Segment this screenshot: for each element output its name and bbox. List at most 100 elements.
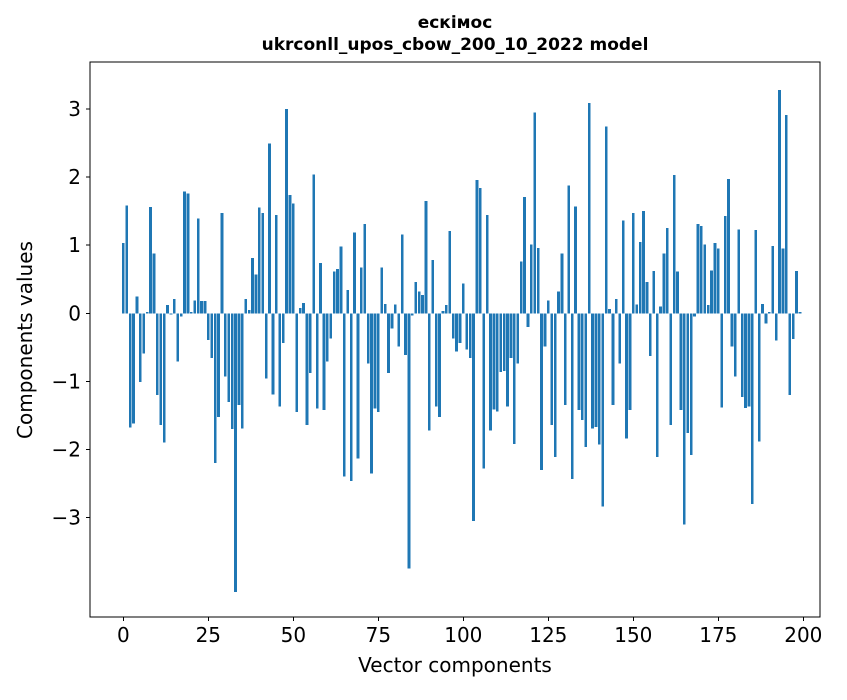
bar (203, 301, 207, 314)
bar (213, 313, 217, 464)
bar (747, 313, 751, 407)
bar (669, 313, 673, 425)
bar (608, 309, 611, 314)
bar (288, 194, 292, 314)
bar (281, 313, 285, 344)
bar (784, 115, 788, 314)
bar (652, 271, 656, 314)
bar (597, 313, 601, 445)
bar (591, 313, 594, 429)
bar (315, 313, 319, 409)
bar (740, 313, 744, 398)
bar (278, 313, 282, 407)
bar (387, 313, 390, 374)
bar (414, 281, 418, 314)
bar (584, 313, 588, 447)
bar (550, 313, 554, 425)
bar (193, 300, 197, 314)
bar (580, 313, 584, 421)
bar (665, 228, 669, 314)
x-tick-label: 0 (117, 623, 130, 647)
bar (210, 313, 214, 359)
bar (587, 102, 591, 314)
bar (655, 313, 659, 457)
bar (448, 230, 452, 314)
bar (128, 313, 132, 428)
bar (720, 313, 724, 408)
bar (621, 220, 625, 314)
chart-title-model: ukrconll_upos_cbow_200_10_2022 model (261, 35, 649, 55)
bar (567, 185, 571, 314)
x-tick-label: 50 (281, 623, 306, 647)
bar (781, 248, 785, 314)
bar (594, 313, 598, 427)
bar (251, 258, 254, 314)
axes-frame (89, 61, 821, 618)
y-tick-label: 0 (68, 301, 81, 325)
bar (424, 200, 428, 314)
bar (478, 187, 482, 314)
bar (631, 213, 635, 314)
bar (574, 206, 577, 314)
bar (271, 313, 275, 395)
bar (648, 313, 652, 357)
bar (390, 313, 394, 329)
bar (710, 270, 713, 314)
bar (295, 313, 299, 413)
bar (706, 305, 710, 314)
bar (319, 262, 322, 314)
bar (237, 313, 241, 406)
bar (757, 313, 761, 442)
bar (325, 313, 329, 362)
y-tick-label: −2 (52, 437, 81, 461)
bar (696, 224, 700, 314)
bar (366, 313, 370, 364)
bar (778, 89, 781, 314)
bar (135, 296, 139, 314)
bar (761, 303, 764, 314)
bar (699, 226, 703, 314)
bar (526, 313, 530, 327)
bar (244, 298, 248, 314)
bar (795, 271, 798, 314)
bar (336, 269, 339, 314)
bar (162, 313, 166, 443)
bar (149, 207, 152, 314)
bar (546, 300, 550, 314)
bar (713, 243, 717, 314)
bar (234, 313, 237, 592)
bar (373, 313, 377, 409)
x-tick-label: 175 (699, 623, 737, 647)
bar (302, 303, 305, 314)
bar (543, 313, 547, 347)
bar (291, 203, 295, 314)
bar (230, 313, 234, 430)
bar (686, 313, 690, 434)
bar (703, 244, 707, 314)
bar (472, 313, 475, 521)
bar (159, 313, 163, 425)
bar (560, 253, 564, 314)
bar (672, 175, 676, 314)
bar (145, 311, 149, 314)
bar (727, 179, 730, 314)
bar (676, 271, 679, 314)
bar (451, 313, 455, 339)
bar (183, 191, 186, 314)
bar (220, 213, 224, 314)
y-tick-label: 3 (68, 97, 81, 121)
bar (404, 313, 407, 355)
bar (693, 313, 696, 317)
bar (417, 291, 421, 314)
bar (516, 313, 520, 364)
bar (407, 313, 411, 569)
bar (764, 313, 768, 324)
bar (421, 294, 424, 314)
bar (353, 232, 356, 314)
bar (495, 313, 499, 412)
bar (431, 260, 435, 314)
bar (400, 234, 404, 314)
bar (468, 313, 472, 359)
tick-labels-group: 0 25 50 75 100 125 150 175 200 3 2 1 0 −1 −2 −3 (52, 97, 823, 647)
x-tick-label: 150 (614, 623, 652, 647)
